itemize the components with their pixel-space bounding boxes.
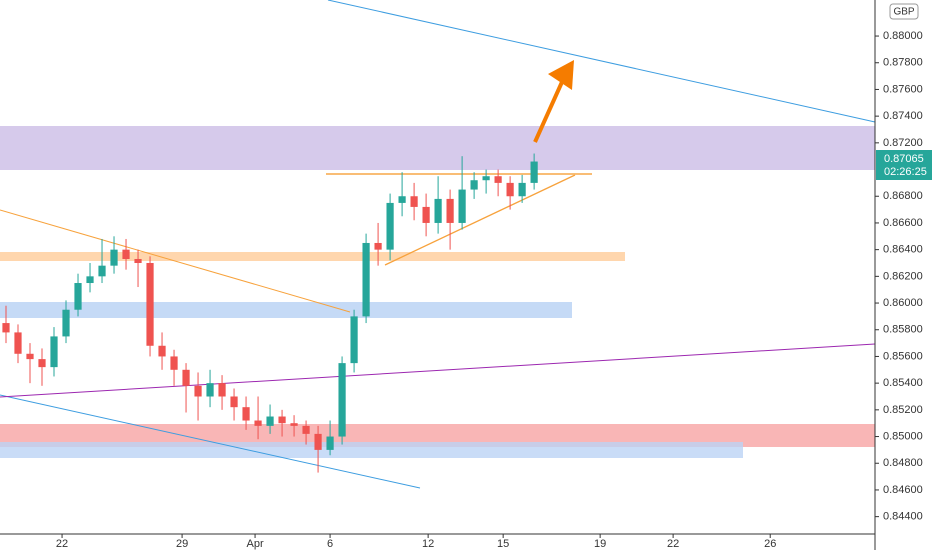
candle-body (374, 242, 382, 250)
y-tick-label: 0.88000 (883, 30, 923, 42)
candle-body (518, 182, 526, 197)
trendline (0, 394, 421, 489)
arrow-head (548, 60, 574, 90)
candle-body (350, 316, 358, 364)
candle-body (218, 383, 226, 397)
candle-body (482, 176, 490, 181)
y-tick-label: 0.86200 (883, 270, 923, 282)
x-tick-label: 12 (422, 538, 434, 550)
candle-body (2, 323, 10, 333)
candle-body (398, 196, 406, 203)
candle-body (38, 359, 46, 368)
y-tick-label: 0.87400 (883, 110, 923, 122)
x-tick-label: 22 (56, 538, 68, 550)
candle-body (506, 182, 514, 197)
drawings (0, 0, 876, 489)
y-tick-label: 0.85800 (883, 324, 923, 336)
y-tick-label: 0.84400 (883, 511, 923, 523)
candle-body (290, 423, 298, 426)
candle-body (266, 416, 274, 426)
candle-body (314, 433, 322, 450)
candle-body (122, 249, 130, 259)
candle-body (242, 407, 250, 421)
trendline (327, 0, 876, 123)
x-tick-label: 26 (764, 538, 776, 550)
y-tick-label: 0.85400 (883, 377, 923, 389)
candle-body (386, 202, 394, 250)
blue-zone (0, 302, 572, 318)
candle-body (158, 345, 166, 357)
candle-body (470, 180, 478, 190)
currency-badge (889, 3, 919, 20)
currency: GBP (893, 7, 914, 18)
blue-zone-low (0, 442, 743, 458)
x-tick-label: 29 (176, 538, 188, 550)
y-tick-label: 0.86600 (883, 217, 923, 229)
candle-body (62, 309, 70, 337)
candle-body (26, 353, 34, 360)
orange-zone (0, 252, 625, 261)
candle-body (530, 161, 538, 183)
x-tick-label: Apr (246, 538, 263, 550)
price-axis (875, 0, 932, 550)
candle-body (14, 332, 22, 354)
candle-body (194, 385, 202, 397)
candle-body (458, 189, 466, 223)
arrow-shaft (533, 81, 564, 143)
y-tick-label: 0.84800 (883, 457, 923, 469)
x-tick-label: 19 (594, 538, 606, 550)
candle-body (74, 283, 82, 310)
trendline (0, 343, 876, 398)
countdown: 02:26:25 (884, 166, 927, 178)
candle-body (98, 265, 106, 277)
candle-body (50, 336, 58, 368)
candle-body (422, 206, 430, 223)
x-tick-label: 6 (327, 538, 333, 550)
support-zone (0, 424, 875, 447)
candle-body (146, 262, 154, 346)
candle-body (494, 176, 502, 183)
last-price-tag (876, 150, 932, 180)
candle-body (434, 198, 442, 223)
candle-body (182, 369, 190, 386)
candle-body (302, 425, 310, 434)
y-tick-label: 0.86400 (883, 244, 923, 256)
trendline (384, 174, 576, 266)
candle-body (230, 396, 238, 408)
candle-body (278, 416, 286, 424)
y-tick-label: 0.86800 (883, 190, 923, 202)
candle-body (86, 276, 94, 284)
candle-body (170, 356, 178, 370)
y-tick-label: 0.84600 (883, 484, 923, 496)
trendline (0, 209, 351, 313)
last-price: 0.87065 (884, 153, 924, 165)
candle-body (326, 436, 334, 450)
resistance-zone (0, 126, 875, 170)
candle-body (338, 363, 346, 437)
x-tick-label: 22 (667, 538, 679, 550)
y-tick-label: 0.85200 (883, 404, 923, 416)
candle-body (254, 420, 262, 426)
candle-body (134, 258, 142, 263)
y-tick-label: 0.87200 (883, 137, 923, 149)
y-tick-label: 0.85600 (883, 350, 923, 362)
candle-body (446, 198, 454, 223)
x-tick-label: 15 (497, 538, 509, 550)
candle-body (362, 242, 370, 317)
candle-body (410, 196, 418, 207)
y-tick-label: 0.85000 (883, 430, 923, 442)
candle-body (206, 383, 214, 397)
y-tick-label: 0.87800 (883, 57, 923, 69)
y-tick-label: 0.86000 (883, 297, 923, 309)
y-tick-label: 0.87600 (883, 83, 923, 95)
candle-body (110, 249, 118, 266)
